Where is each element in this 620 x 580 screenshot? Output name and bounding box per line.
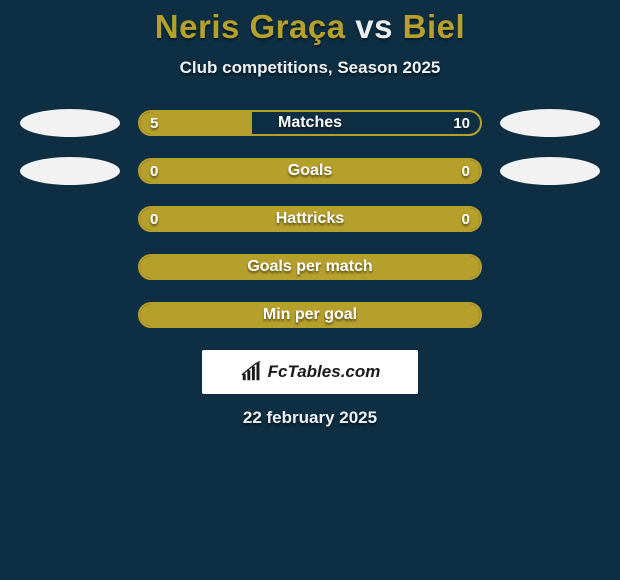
stat-row: 0Goals0 — [0, 158, 620, 184]
bar-fill — [140, 208, 480, 230]
stat-bar: Min per goal — [138, 302, 482, 328]
stat-value-left: 0 — [150, 208, 158, 230]
stat-row: Min per goal — [0, 302, 620, 328]
title-player-right: Biel — [403, 8, 466, 45]
brand-badge: FcTables.com — [202, 350, 418, 394]
title-player-left: Neris Graça — [155, 8, 346, 45]
stat-value-right: 0 — [462, 160, 470, 182]
stat-row: 5Matches10 — [0, 110, 620, 136]
bar-fill — [140, 304, 480, 326]
stat-value-left: 5 — [150, 112, 158, 134]
player-oval-right — [500, 157, 600, 185]
stat-value-right: 0 — [462, 208, 470, 230]
bar-fill — [140, 256, 480, 278]
player-oval-left — [20, 109, 120, 137]
stat-rows: 5Matches10 0Goals0 0Hattricks0 Goals per ma… — [0, 110, 620, 328]
page-title: Neris Graça vs Biel — [0, 8, 620, 46]
stat-bar: 5Matches10 — [138, 110, 482, 136]
date-label: 22 february 2025 — [0, 408, 620, 428]
stat-bar: 0Goals0 — [138, 158, 482, 184]
brand-text: FcTables.com — [268, 362, 381, 382]
stat-value-left: 0 — [150, 160, 158, 182]
subtitle: Club competitions, Season 2025 — [0, 58, 620, 78]
title-vs: vs — [355, 8, 393, 45]
stat-row: Goals per match — [0, 254, 620, 280]
bar-fill — [140, 160, 480, 182]
comparison-infographic: Neris Graça vs Biel Club competitions, S… — [0, 0, 620, 428]
stat-row: 0Hattricks0 — [0, 206, 620, 232]
player-oval-right — [500, 109, 600, 137]
player-oval-left — [20, 157, 120, 185]
stat-value-right: 10 — [453, 112, 470, 134]
bar-chart-icon — [240, 361, 262, 383]
stat-bar: Goals per match — [138, 254, 482, 280]
stat-bar: 0Hattricks0 — [138, 206, 482, 232]
